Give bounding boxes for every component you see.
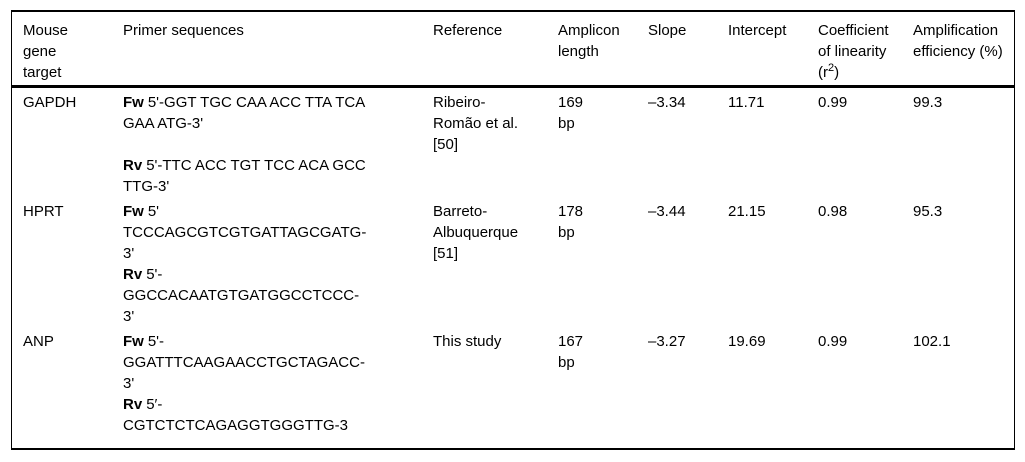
primer-sequence-line: 3' <box>123 375 135 392</box>
r-squared-superscript: 2 <box>828 62 835 74</box>
efficiency-cell: 95.3 <box>913 203 943 220</box>
table-row-anp: ANP Fw 5'- GGATTTCAAGAACCTGCTAGACC- 3' Rv… <box>12 327 1014 448</box>
primer-sequence-line: CGTCTCTCAGAGGTGGGTTG-3 <box>123 417 348 434</box>
rv-primer: Rv 5'- GGCCACAATGTGATGGCCTCCC- 3' <box>123 264 423 327</box>
fw-primer: Fw 5'-GGT TGC CAA ACC TTA TCA GAA ATG-3' <box>123 92 423 134</box>
primer-direction-label: Fw <box>123 203 144 220</box>
primer-cell: Fw 5'-GGT TGC CAA ACC TTA TCA GAA ATG-3' … <box>123 87 433 198</box>
primer-sequence-line: Rv 5'- <box>123 264 423 285</box>
header-intercept: Intercept <box>728 12 818 88</box>
primer-sequence: 5'-TTC ACC TGT TCC ACA GCC <box>146 157 366 174</box>
primer-sequence-line: GGATTTCAAGAACCTGCTAGACC- <box>123 354 365 371</box>
intercept-cell: 11.71 <box>728 94 765 111</box>
gene-cell: ANP <box>23 333 54 350</box>
linearity-cell: 0.99 <box>818 333 848 350</box>
primer-sequence-line: GGCCACAATGTGATGGCCTCCC- <box>123 287 360 304</box>
rv-primer: Rv 5'-TTC ACC TGT TCC ACA GCC TTG-3' <box>123 155 423 197</box>
primer-sequence-line: Rv 5′- <box>123 394 423 415</box>
reference-cell: Ribeiro-Romão et al. [50] <box>433 94 519 153</box>
primer-direction-label: Rv <box>123 266 143 283</box>
amplicon-value: 178 bp <box>558 203 584 241</box>
intercept-cell: 19.69 <box>728 333 766 350</box>
primer-sequence-line: Fw 5'-GGT TGC CAA ACC TTA TCA <box>123 92 423 113</box>
header-gene: Mouse gene target <box>12 12 123 88</box>
header-efficiency: Amplification efficiency (%) <box>913 12 1014 88</box>
primer-direction-label: Rv <box>123 157 143 174</box>
primer-sequence-line: Fw 5'- <box>123 331 423 352</box>
header-amplicon: Amplicon length <box>558 12 648 88</box>
primer-direction-label: Rv <box>123 396 143 413</box>
table-row-gapdh: GAPDH Fw 5'-GGT TGC CAA ACC TTA TCA GAA A… <box>12 87 1014 198</box>
primer-sequence-line: GAA ATG-3' <box>123 115 204 132</box>
header-primer: Primer sequences <box>123 12 433 88</box>
amplicon-cell: 178 bp <box>558 197 648 327</box>
primer-direction-label: Fw <box>123 333 144 350</box>
primer-sequence: 5′- <box>146 396 163 413</box>
reference-cell: This study <box>433 333 502 350</box>
efficiency-cell: 102.1 <box>913 333 951 350</box>
primer-sequence: 5'- <box>146 266 163 283</box>
linearity-label-close: ) <box>834 64 840 81</box>
primer-sequence-line: TCCCAGCGTCGTGATTAGCGATG- <box>123 224 367 241</box>
primer-sequence-line: 3' <box>123 308 135 325</box>
efficiency-cell: 99.3 <box>913 94 943 111</box>
primer-sequence-line: TTG-3' <box>123 178 170 195</box>
linearity-cell: 0.99 <box>818 94 848 111</box>
gene-cell: HPRT <box>23 203 64 220</box>
linearity-label: Coefficient of linearity (r <box>818 22 889 81</box>
primer-sequence: 5' <box>147 203 160 220</box>
primer-direction-label: Fw <box>123 94 144 111</box>
header-linearity: Coefficient of linearity (r2) <box>818 12 913 88</box>
header-slope: Slope <box>648 12 728 88</box>
primer-table-frame: Mouse gene target Primer sequences Refer… <box>11 10 1015 450</box>
slope-cell: –3.34 <box>648 94 686 111</box>
header-reference: Reference <box>433 12 558 88</box>
amplicon-cell: 167 bp <box>558 327 648 448</box>
gene-cell: GAPDH <box>23 94 77 111</box>
amplicon-value: 169 bp <box>558 94 584 132</box>
primer-sequence-line: 3' <box>123 245 135 262</box>
primer-table: Mouse gene target Primer sequences Refer… <box>12 12 1014 448</box>
fw-primer: Fw 5' TCCCAGCGTCGTGATTAGCGATG- 3' <box>123 201 423 264</box>
table-row-hprt: HPRT Fw 5' TCCCAGCGTCGTGATTAGCGATG- 3' Rv… <box>12 197 1014 327</box>
primer-sequence-line: Rv 5'-TTC ACC TGT TCC ACA GCC <box>123 155 423 176</box>
primer-sequence-line: Fw 5' <box>123 201 423 222</box>
header-row: Mouse gene target Primer sequences Refer… <box>12 12 1014 88</box>
rv-primer: Rv 5′- CGTCTCTCAGAGGTGGGTTG-3 <box>123 394 423 436</box>
primer-sequence: 5'-GGT TGC CAA ACC TTA TCA <box>147 94 366 111</box>
linearity-cell: 0.98 <box>818 203 848 220</box>
slope-cell: –3.27 <box>648 333 686 350</box>
primer-cell: Fw 5' TCCCAGCGTCGTGATTAGCGATG- 3' Rv 5'- G… <box>123 197 433 327</box>
fw-primer: Fw 5'- GGATTTCAAGAACCTGCTAGACC- 3' <box>123 331 423 394</box>
primer-cell: Fw 5'- GGATTTCAAGAACCTGCTAGACC- 3' Rv 5′- … <box>123 327 433 448</box>
intercept-cell: 21.15 <box>728 203 766 220</box>
amplicon-cell: 169 bp <box>558 87 648 198</box>
amplicon-value: 167 bp <box>558 333 584 371</box>
slope-cell: –3.44 <box>648 203 686 220</box>
reference-cell: Barreto-Albuquerque [51] <box>433 203 519 262</box>
primer-sequence: 5'- <box>147 333 165 350</box>
